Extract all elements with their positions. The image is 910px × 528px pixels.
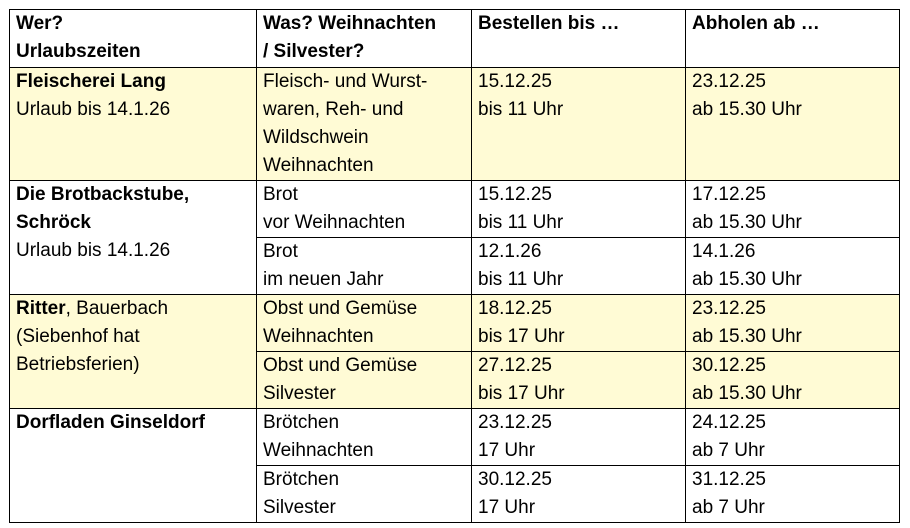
what-line: Brötchen [263,412,340,433]
table-row-dorfladen-2: Brötchen Silvester 30.12.25 17 Uhr 31.12… [10,465,900,523]
what-line: waren, Reh- und [263,99,404,120]
header-order-by: Bestellen bis … [471,9,686,68]
pickup-date: 30.12.25 [692,355,766,376]
what-line: Weihnachten [263,440,374,461]
cell-what-ritter-2: Obst und Gemüse Silvester [256,351,472,409]
pickup-time: ab 15.30 Uhr [692,99,802,120]
pickup-time: ab 7 Uhr [692,497,765,518]
order-time: 17 Uhr [478,497,536,518]
cell-what-brot-1: Brot vor Weihnachten [256,180,472,238]
what-line: Silvester [263,383,336,404]
shop-location: , Bauerbach [65,298,169,319]
what-line: im neuen Jahr [263,269,384,290]
table-row-brotbackstube-2: Brot im neuen Jahr 12.1.26 bis 11 Uhr 14… [10,237,900,295]
what-line: Wildschwein [263,127,369,148]
table-row-brotbackstube-1: Die Brotbackstube, Schröck Urlaub bis 14… [9,180,900,295]
what-line: Fleisch- und Wurst- [263,71,428,92]
cell-who-ritter: Ritter, Bauerbach (Siebenhof hat Betrieb… [9,294,257,409]
shop-name-line2: Schröck [16,212,91,233]
order-date: 12.1.26 [478,241,542,262]
cell-order-dorfladen-2: 30.12.25 17 Uhr [471,465,686,523]
cell-order-brot-1: 15.12.25 bis 11 Uhr [471,180,686,238]
order-date: 30.12.25 [478,469,552,490]
pickup-date: 23.12.25 [692,298,766,319]
what-line: Obst und Gemüse [263,298,418,319]
order-time: bis 11 Uhr [478,269,564,290]
order-date: 15.12.25 [478,184,552,205]
order-time: 17 Uhr [478,440,536,461]
pickup-time: ab 15.30 Uhr [692,326,802,347]
cell-pickup-ritter-1: 23.12.25 ab 15.30 Uhr [685,294,900,352]
order-date: 27.12.25 [478,355,552,376]
shop-name: Ritter [16,298,66,319]
what-line: Brot [263,184,298,205]
what-line: Weihnachten [263,326,374,347]
shop-name: Fleischerei Lang [16,71,166,92]
shop-name: Die Brotbackstube, [16,184,190,205]
holiday-text: Urlaub bis 14.1.26 [16,99,171,120]
pickup-date: 23.12.25 [692,71,766,92]
table-row-ritter-2: Obst und Gemüse Silvester 27.12.25 bis 1… [10,351,900,409]
table-row-ritter-1: Ritter, Bauerbach (Siebenhof hat Betrieb… [9,294,900,409]
pickup-time: ab 7 Uhr [692,440,765,461]
cell-pickup-brot-1: 17.12.25 ab 15.30 Uhr [685,180,900,238]
header-order-line1: Bestellen bis … [478,13,620,34]
table-header-row: Wer? Urlaubszeiten Was? Weihnachten / Si… [9,9,900,68]
cell-order-lang: 15.12.25 bis 11 Uhr [471,67,686,181]
cell-what-dorfladen-2: Brötchen Silvester [256,465,472,523]
what-line: Obst und Gemüse [263,355,418,376]
order-time: bis 17 Uhr [478,383,565,404]
holiday-text: Urlaub bis 14.1.26 [16,240,171,261]
header-pickup-line1: Abholen ab … [692,13,820,34]
shop-name: Dorfladen Ginseldorf [16,412,205,433]
schedule-table-wrapper: Wer? Urlaubszeiten Was? Weihnachten / Si… [9,9,900,523]
pickup-time: ab 15.30 Uhr [692,212,802,233]
table-row-fleischerei-lang: Fleischerei Lang Urlaub bis 14.1.26 Flei… [9,67,900,181]
header-what-line1: Was? Weihnachten [263,13,437,34]
order-time: bis 17 Uhr [478,326,565,347]
cell-who-brot: Die Brotbackstube, Schröck Urlaub bis 14… [9,180,257,295]
cell-what-dorfladen-1: Brötchen Weihnachten [256,408,472,466]
what-line: Weihnachten [263,155,374,176]
holiday-order-table: Wer? Urlaubszeiten Was? Weihnachten / Si… [9,9,900,523]
what-line: vor Weihnachten [263,212,406,233]
header-who: Wer? Urlaubszeiten [9,9,257,68]
pickup-time: ab 15.30 Uhr [692,383,802,404]
cell-order-ritter-1: 18.12.25 bis 17 Uhr [471,294,686,352]
header-pickup-from: Abholen ab … [685,9,900,68]
cell-who-lang: Fleischerei Lang Urlaub bis 14.1.26 [9,67,257,181]
cell-pickup-dorfladen-1: 24.12.25 ab 7 Uhr [685,408,900,466]
what-line: Silvester [263,497,336,518]
what-line: Brot [263,241,298,262]
cell-pickup-brot-2: 14.1.26 ab 15.30 Uhr [685,237,900,295]
pickup-date: 17.12.25 [692,184,766,205]
cell-what-brot-2: Brot im neuen Jahr [256,237,472,295]
table-row-dorfladen-1: Dorfladen Ginseldorf Brötchen Weihnachte… [9,408,900,523]
cell-order-dorfladen-1: 23.12.25 17 Uhr [471,408,686,466]
order-date: 15.12.25 [478,71,552,92]
cell-who-dorfladen: Dorfladen Ginseldorf [9,408,257,523]
note-line: Betriebsferien) [16,354,140,375]
header-what-line2: / Silvester? [263,41,365,62]
order-time: bis 11 Uhr [478,212,564,233]
cell-what-ritter-1: Obst und Gemüse Weihnachten [256,294,472,352]
order-date: 23.12.25 [478,412,552,433]
cell-pickup-lang: 23.12.25 ab 15.30 Uhr [685,67,900,181]
pickup-date: 14.1.26 [692,241,756,262]
pickup-date: 31.12.25 [692,469,766,490]
pickup-time: ab 15.30 Uhr [692,269,802,290]
order-time: bis 11 Uhr [478,99,564,120]
cell-what-lang: Fleisch- und Wurst- waren, Reh- und Wild… [256,67,472,181]
cell-pickup-dorfladen-2: 31.12.25 ab 7 Uhr [685,465,900,523]
header-who-line2: Urlaubszeiten [16,41,141,62]
what-line: Brötchen [263,469,340,490]
cell-pickup-ritter-2: 30.12.25 ab 15.30 Uhr [685,351,900,409]
note-line: (Siebenhof hat [16,326,140,347]
pickup-date: 24.12.25 [692,412,766,433]
cell-order-ritter-2: 27.12.25 bis 17 Uhr [471,351,686,409]
order-date: 18.12.25 [478,298,552,319]
cell-order-brot-2: 12.1.26 bis 11 Uhr [471,237,686,295]
header-what: Was? Weihnachten / Silvester? [256,9,472,68]
header-who-line1: Wer? [16,13,64,34]
